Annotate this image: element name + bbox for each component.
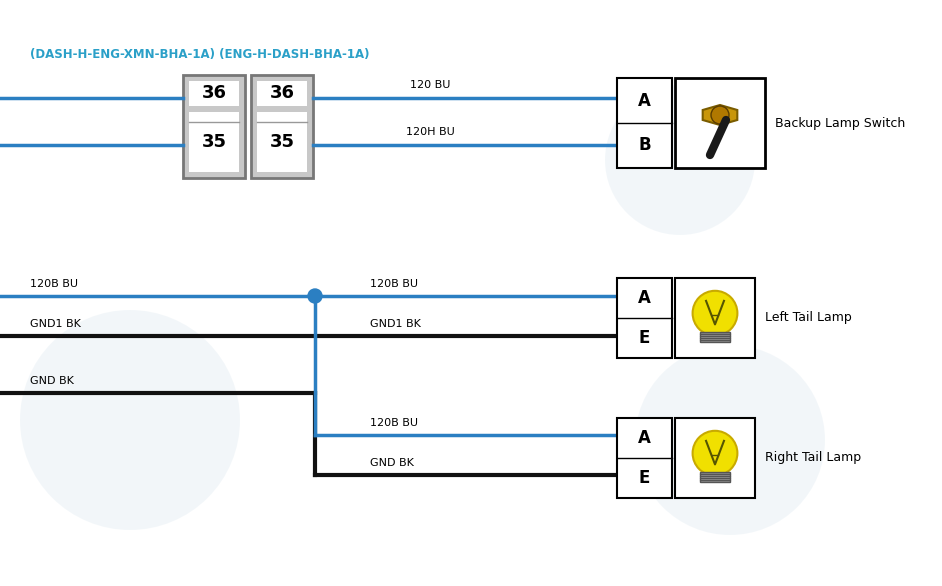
Bar [675, 278, 755, 358]
Bar [675, 78, 765, 168]
Bar [701, 332, 729, 342]
Text: E: E [639, 469, 650, 487]
Text: 36: 36 [202, 84, 226, 103]
Bar [189, 81, 239, 106]
Text: GND BK: GND BK [370, 458, 414, 468]
Circle shape [635, 345, 825, 535]
Bar [617, 278, 672, 358]
Text: A: A [638, 429, 651, 447]
Polygon shape [703, 105, 738, 125]
Text: GND1 BK: GND1 BK [370, 319, 421, 329]
Text: 120B BU: 120B BU [370, 418, 418, 428]
Text: B: B [638, 137, 651, 155]
Circle shape [308, 289, 322, 303]
Circle shape [711, 106, 729, 124]
Bar [257, 81, 307, 106]
Text: A: A [638, 91, 651, 110]
Text: A: A [638, 289, 651, 307]
Text: GND BK: GND BK [30, 376, 73, 386]
Text: 120H BU: 120H BU [406, 127, 454, 137]
Text: 36: 36 [269, 84, 295, 103]
Circle shape [692, 291, 738, 336]
Bar [183, 75, 245, 178]
Text: Right Tail Lamp: Right Tail Lamp [765, 451, 861, 465]
Bar [617, 418, 672, 498]
Text: 35: 35 [202, 133, 226, 151]
Bar [701, 472, 729, 482]
Text: Backup Lamp Switch: Backup Lamp Switch [775, 117, 905, 130]
Text: (DASH-H-ENG-XMN-BHA-1A) (ENG-H-DASH-BHA-1A): (DASH-H-ENG-XMN-BHA-1A) (ENG-H-DASH-BHA-… [30, 48, 369, 61]
Text: Left Tail Lamp: Left Tail Lamp [765, 312, 852, 325]
Circle shape [692, 431, 738, 476]
Bar [617, 78, 672, 168]
Text: E: E [639, 329, 650, 347]
Text: 120 BU: 120 BU [410, 80, 450, 90]
Bar [189, 112, 239, 172]
Bar [257, 112, 307, 172]
Text: 120B BU: 120B BU [30, 279, 78, 289]
Circle shape [605, 85, 755, 235]
Bar [675, 418, 755, 498]
Circle shape [20, 310, 240, 530]
Bar [251, 75, 313, 178]
Text: 120B BU: 120B BU [370, 279, 418, 289]
Text: 35: 35 [269, 133, 295, 151]
Text: GND1 BK: GND1 BK [30, 319, 81, 329]
